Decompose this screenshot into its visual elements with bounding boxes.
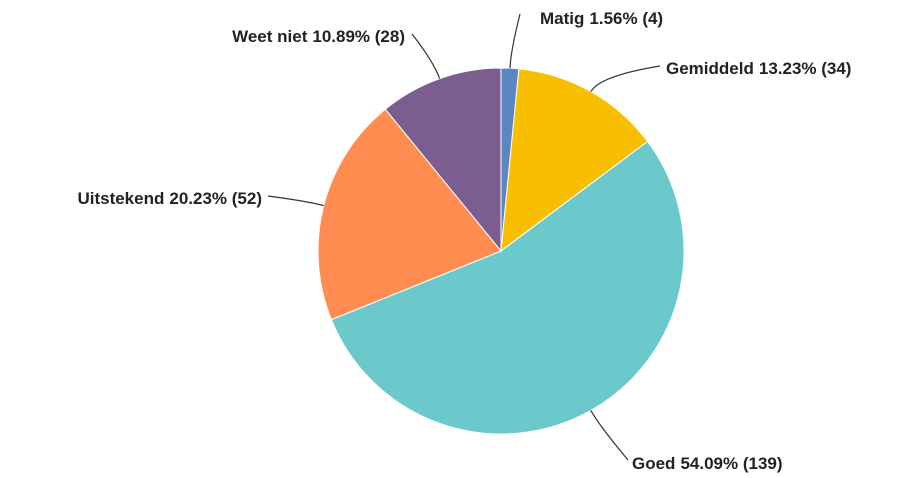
slice-label: Weet niet 10.89% (28): [232, 27, 405, 46]
label-category: Uitstekend: [77, 189, 164, 208]
label-value: 10.89% (28): [312, 27, 405, 46]
label-value: 1.56% (4): [589, 9, 663, 28]
leader-line: [411, 33, 441, 79]
leader-line: [590, 65, 661, 92]
slice-label: Gemiddeld 13.23% (34): [666, 59, 851, 78]
leader-line: [509, 13, 521, 69]
label-category: Gemiddeld: [666, 59, 754, 78]
label-category: Goed: [632, 454, 675, 473]
label-category: Weet niet: [232, 27, 308, 46]
slice-label: Uitstekend 20.23% (52): [77, 189, 262, 208]
slice-label: Goed 54.09% (139): [632, 454, 783, 473]
label-value: 20.23% (52): [169, 189, 262, 208]
pie-slice: [317, 108, 502, 321]
leader-line: [590, 410, 629, 461]
slice-label: Matig 1.56% (4): [540, 9, 663, 28]
leader-line: [267, 195, 324, 207]
label-value: 54.09% (139): [680, 454, 782, 473]
label-value: 13.23% (34): [759, 59, 852, 78]
label-category: Matig: [540, 9, 584, 28]
